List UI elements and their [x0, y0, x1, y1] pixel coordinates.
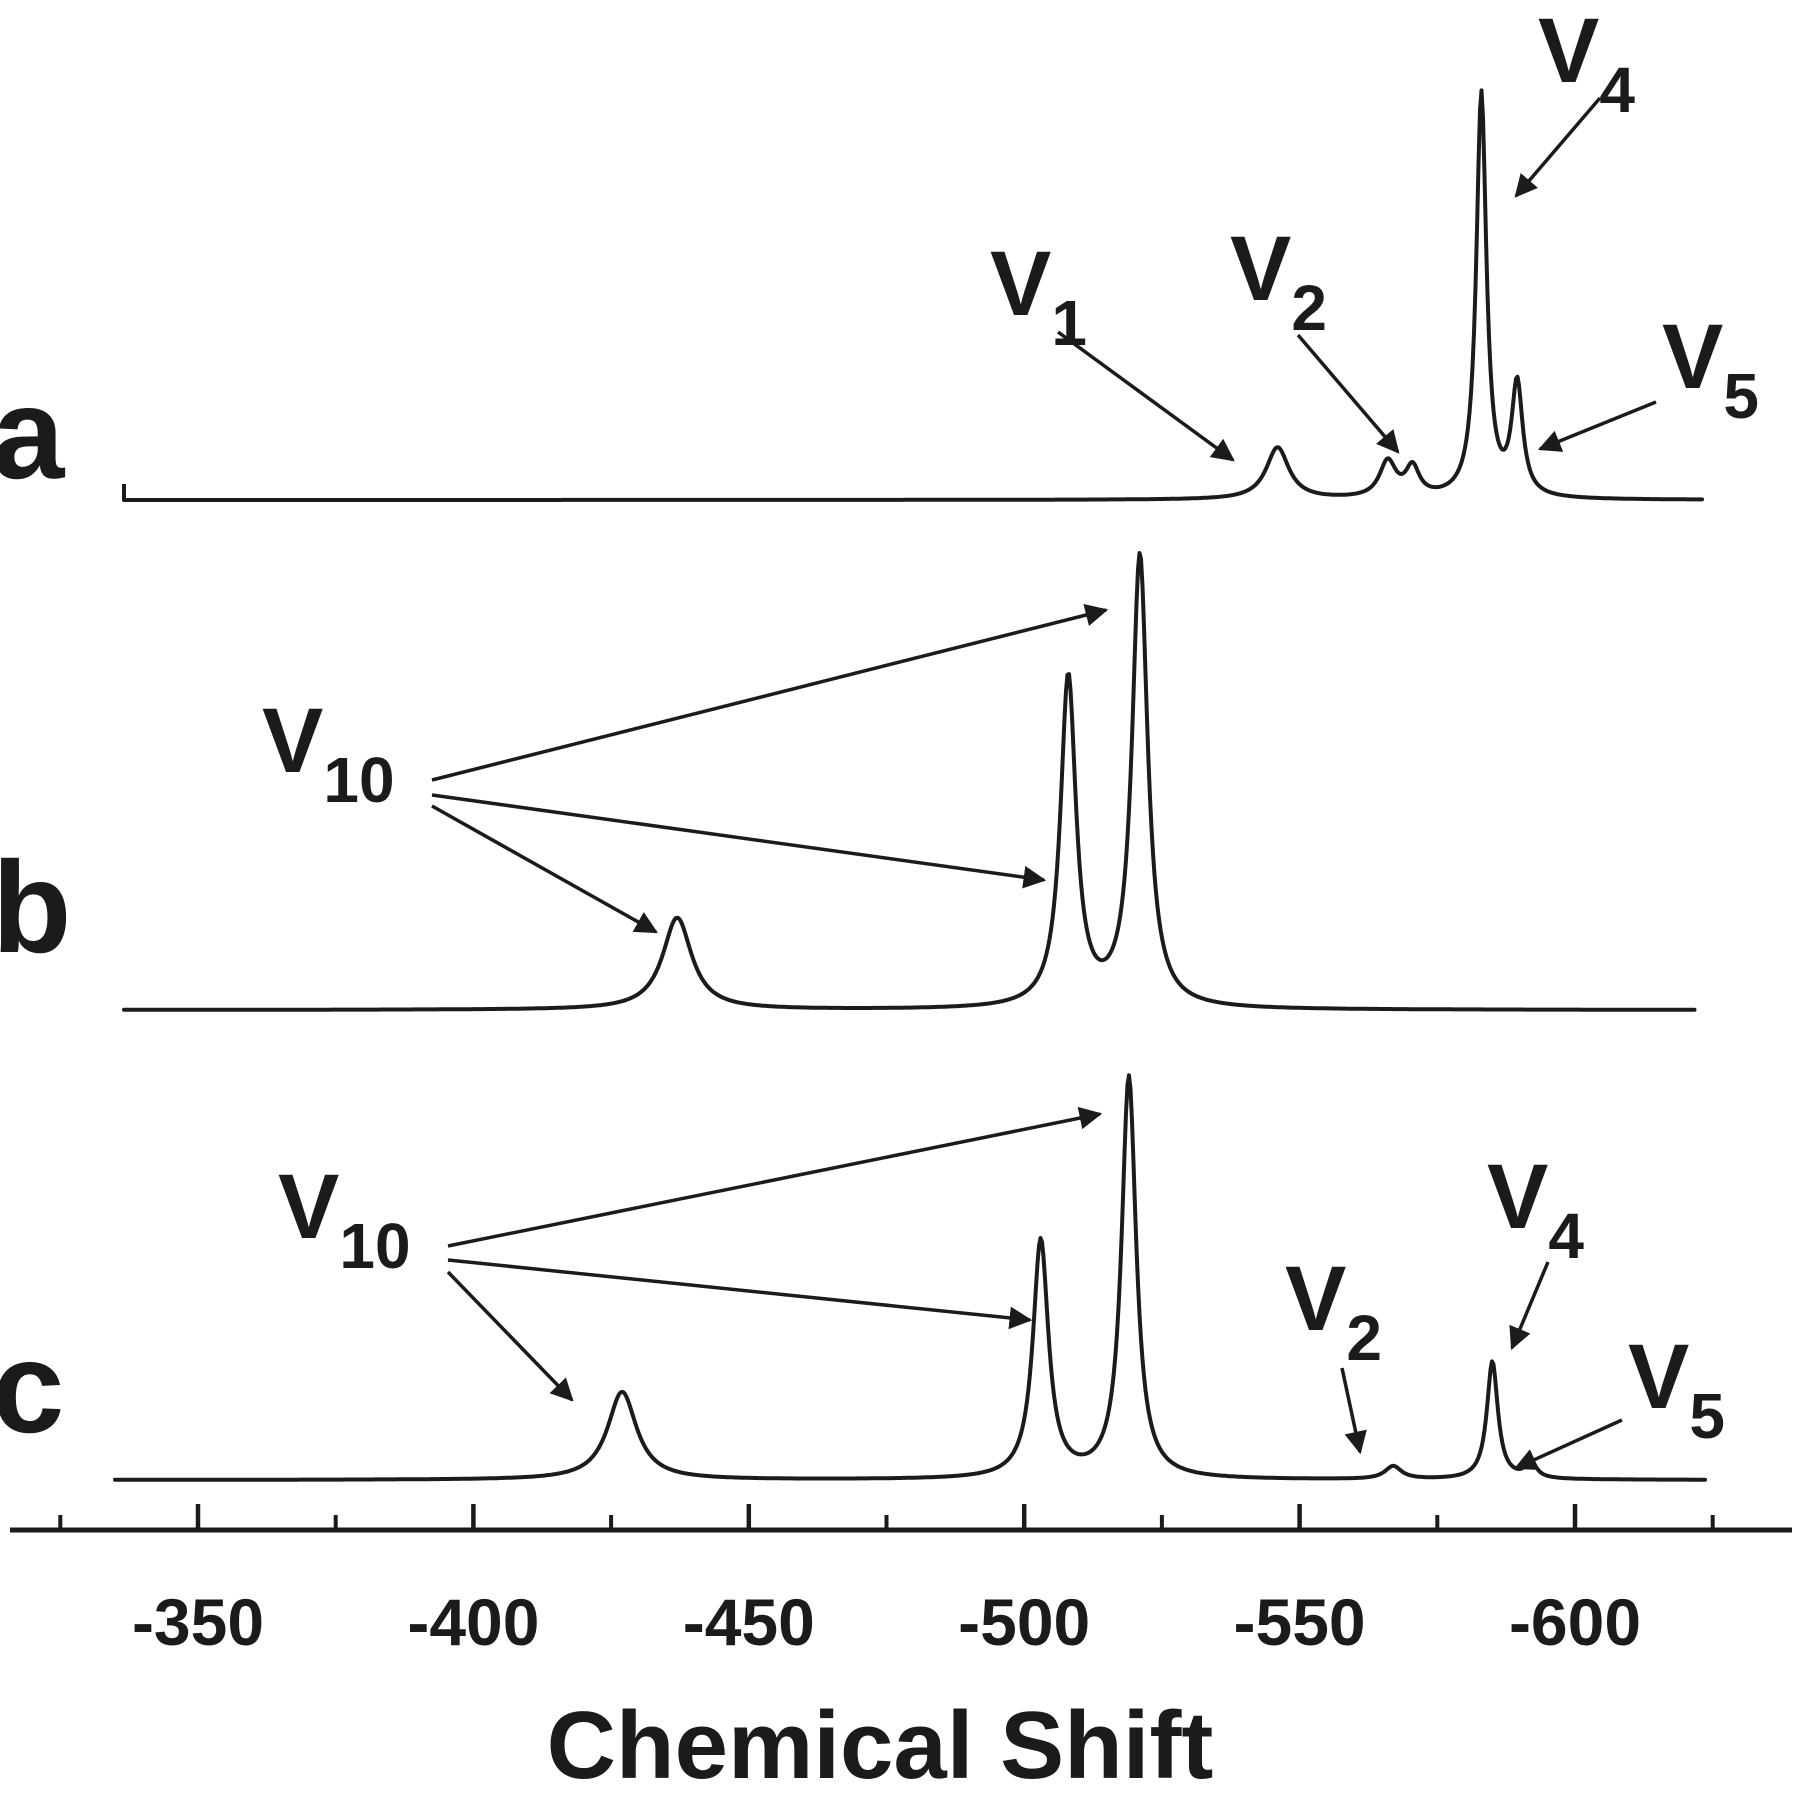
- peak-label-V5-panel-c: V5: [1628, 1326, 1725, 1452]
- panel-label-c: c: [0, 1314, 64, 1460]
- annotation-arrow-V10-panel-b: [431, 793, 1047, 889]
- peak-label-V10-panel-b: V10: [262, 690, 395, 816]
- annotation-arrow-V2-panel-a: [1296, 333, 1400, 454]
- x-axis-tick-label: -550: [1234, 1585, 1366, 1659]
- annotation-arrow-V10-panel-c: [446, 1270, 574, 1402]
- x-axis-tick-label: -350: [132, 1585, 264, 1659]
- x-axis-tick-label: -450: [683, 1585, 815, 1659]
- x-axis-title: Chemical Shift: [547, 1692, 1214, 1794]
- annotation-arrow-V10-panel-b: [431, 603, 1109, 782]
- x-axis-tick-label: -600: [1509, 1585, 1641, 1659]
- annotation-arrow-V10-panel-b: [431, 804, 658, 934]
- peak-label-V4-panel-a: V4: [1538, 0, 1635, 126]
- peak-label-V2-panel-a: V2: [1230, 218, 1327, 344]
- panel-label-b: b: [0, 834, 71, 980]
- spectrum-trace-a: [122, 88, 1704, 502]
- x-axis: -350 -400 -450 -500 -550 -600: [10, 1504, 1792, 1659]
- x-axis-tick-label: -400: [407, 1585, 539, 1659]
- peak-annotations: V1 V2 V4 V5 V10 V10 V2 V4 V5: [262, 0, 1759, 1470]
- peak-label-V4-panel-c: V4: [1487, 1146, 1584, 1272]
- annotation-arrow-V10-panel-c: [447, 1258, 1033, 1330]
- annotation-arrow-V10-panel-c: [447, 1106, 1103, 1248]
- spectra-traces: [113, 88, 1707, 1482]
- peak-label-V5-panel-a: V5: [1662, 306, 1759, 432]
- annotation-arrow-V5-panel-a: [1537, 400, 1657, 452]
- annotation-arrow-V1-panel-a: [1056, 330, 1235, 462]
- annotation-arrow-V5-panel-c: [1513, 1418, 1623, 1470]
- peak-label-V2-panel-c: V2: [1285, 1248, 1382, 1374]
- peak-label-V10-panel-c: V10: [278, 1156, 411, 1282]
- panel-label-a: a: [0, 360, 66, 506]
- peak-label-V1-panel-a: V1: [990, 233, 1087, 359]
- annotation-arrow-V4-panel-a: [1514, 96, 1602, 198]
- x-axis-tick-label: -500: [958, 1585, 1090, 1659]
- annotation-arrow-V4-panel-c: [1509, 1261, 1550, 1351]
- spectrum-trace-c: [113, 1073, 1707, 1482]
- spectrum-trace-b: [122, 551, 1697, 1012]
- annotation-arrow-V2-panel-c: [1340, 1367, 1367, 1455]
